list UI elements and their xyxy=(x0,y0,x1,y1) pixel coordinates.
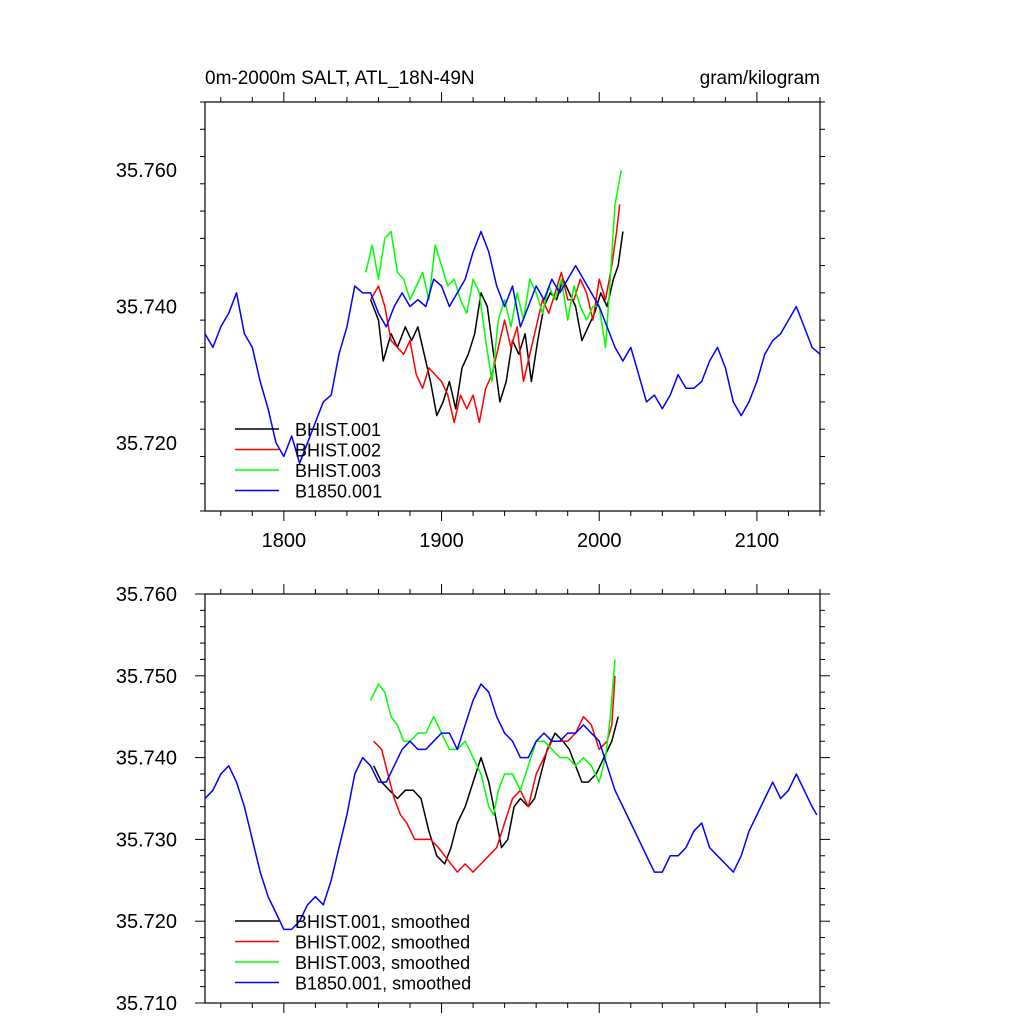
legend-label: BHIST.003 xyxy=(295,461,381,481)
legend-label: BHIST.001, smoothed xyxy=(295,912,470,932)
series-line-bhist-002-smoothed xyxy=(373,675,616,873)
legend-label: B1850.001, smoothed xyxy=(295,974,471,994)
x-tick-label: 1800 xyxy=(262,530,307,552)
legend-label: B1850.001 xyxy=(295,482,382,502)
y-tick-label: 35.740 xyxy=(116,748,177,770)
chart-panel-1: 1800 1900 2000 2100 35.720 35.740 35.760 0m-200… xyxy=(116,68,825,552)
y-tick-label: 35.740 xyxy=(116,297,177,319)
legend-label: BHIST.003, smoothed xyxy=(295,953,470,973)
series-line-b1850-001-smoothed xyxy=(205,683,818,931)
y-tick-label: 35.720 xyxy=(116,911,177,933)
legend-label: BHIST.002 xyxy=(295,441,381,461)
x-tick-label: 1900 xyxy=(419,530,464,552)
chart-panel-2: 35.710 35.720 35.730 35.740 35.750 35.760 BHIS… xyxy=(116,584,830,1015)
legend-label: BHIST.002, smoothed xyxy=(295,933,470,953)
y-tick-label: 35.710 xyxy=(116,993,177,1015)
series-line-b1850-001 xyxy=(205,230,820,465)
series-line-bhist-002 xyxy=(369,204,621,424)
legend-label: BHIST.001 xyxy=(295,420,381,440)
plot-frame xyxy=(204,101,821,512)
series-line-bhist-001 xyxy=(369,231,624,417)
y-tick-label: 35.730 xyxy=(116,829,177,851)
series-line-bhist-001-smoothed xyxy=(373,716,619,865)
series-line-bhist-003-smoothed xyxy=(369,659,616,816)
y-tick-label: 35.760 xyxy=(116,160,177,182)
chart-units-label: gram/kilogram xyxy=(700,68,820,89)
series-line-bhist-003 xyxy=(365,170,623,383)
y-tick-label: 35.720 xyxy=(116,433,177,455)
y-tick-label: 35.760 xyxy=(116,584,177,606)
x-tick-label: 2100 xyxy=(735,530,780,552)
x-tick-label: 2000 xyxy=(577,530,622,552)
y-tick-label: 35.750 xyxy=(116,666,177,688)
chart-title: 0m-2000m SALT, ATL_18N-49N xyxy=(205,68,475,89)
